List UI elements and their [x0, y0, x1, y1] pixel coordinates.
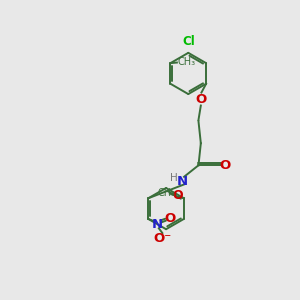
Text: CH₃: CH₃ [178, 57, 196, 67]
Text: O: O [220, 159, 231, 172]
Text: O⁻: O⁻ [154, 232, 172, 245]
Text: H: H [170, 173, 178, 183]
Text: O: O [164, 212, 175, 225]
Text: O: O [195, 93, 206, 106]
Text: CH₃: CH₃ [158, 188, 176, 198]
Text: O: O [172, 189, 183, 202]
Text: N: N [152, 218, 163, 231]
Text: N: N [177, 175, 188, 188]
Text: Cl: Cl [182, 34, 195, 47]
